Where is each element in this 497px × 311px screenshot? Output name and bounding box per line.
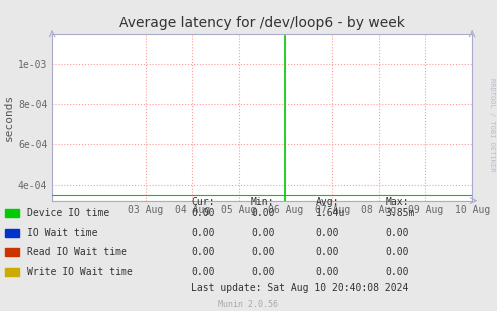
Text: 0.00: 0.00 — [251, 247, 274, 257]
Text: Avg:: Avg: — [316, 197, 339, 207]
Text: Munin 2.0.56: Munin 2.0.56 — [219, 300, 278, 309]
Text: IO Wait time: IO Wait time — [27, 228, 98, 238]
Text: 0.00: 0.00 — [316, 247, 339, 257]
Text: Read IO Wait time: Read IO Wait time — [27, 247, 127, 257]
Text: Last update: Sat Aug 10 20:40:08 2024: Last update: Sat Aug 10 20:40:08 2024 — [191, 283, 409, 293]
Text: Cur:: Cur: — [191, 197, 215, 207]
Text: Max:: Max: — [385, 197, 409, 207]
Text: Min:: Min: — [251, 197, 274, 207]
Text: 1.64u: 1.64u — [316, 208, 345, 218]
Y-axis label: seconds: seconds — [4, 94, 14, 141]
Text: 0.00: 0.00 — [251, 228, 274, 238]
Text: 0.00: 0.00 — [191, 267, 215, 277]
Title: Average latency for /dev/loop6 - by week: Average latency for /dev/loop6 - by week — [119, 16, 405, 30]
Text: Write IO Wait time: Write IO Wait time — [27, 267, 133, 277]
Text: 0.00: 0.00 — [316, 267, 339, 277]
Text: 0.00: 0.00 — [385, 247, 409, 257]
Text: 3.85m: 3.85m — [385, 208, 414, 218]
Text: 0.00: 0.00 — [191, 228, 215, 238]
Text: 0.00: 0.00 — [385, 267, 409, 277]
Text: 0.00: 0.00 — [385, 228, 409, 238]
Text: Device IO time: Device IO time — [27, 208, 109, 218]
Text: 0.00: 0.00 — [316, 228, 339, 238]
Text: 0.00: 0.00 — [191, 247, 215, 257]
Text: 0.00: 0.00 — [251, 267, 274, 277]
Text: 0.00: 0.00 — [251, 208, 274, 218]
Text: RRDTOOL / TOBI OETIKER: RRDTOOL / TOBI OETIKER — [489, 78, 495, 171]
Text: 0.00: 0.00 — [191, 208, 215, 218]
